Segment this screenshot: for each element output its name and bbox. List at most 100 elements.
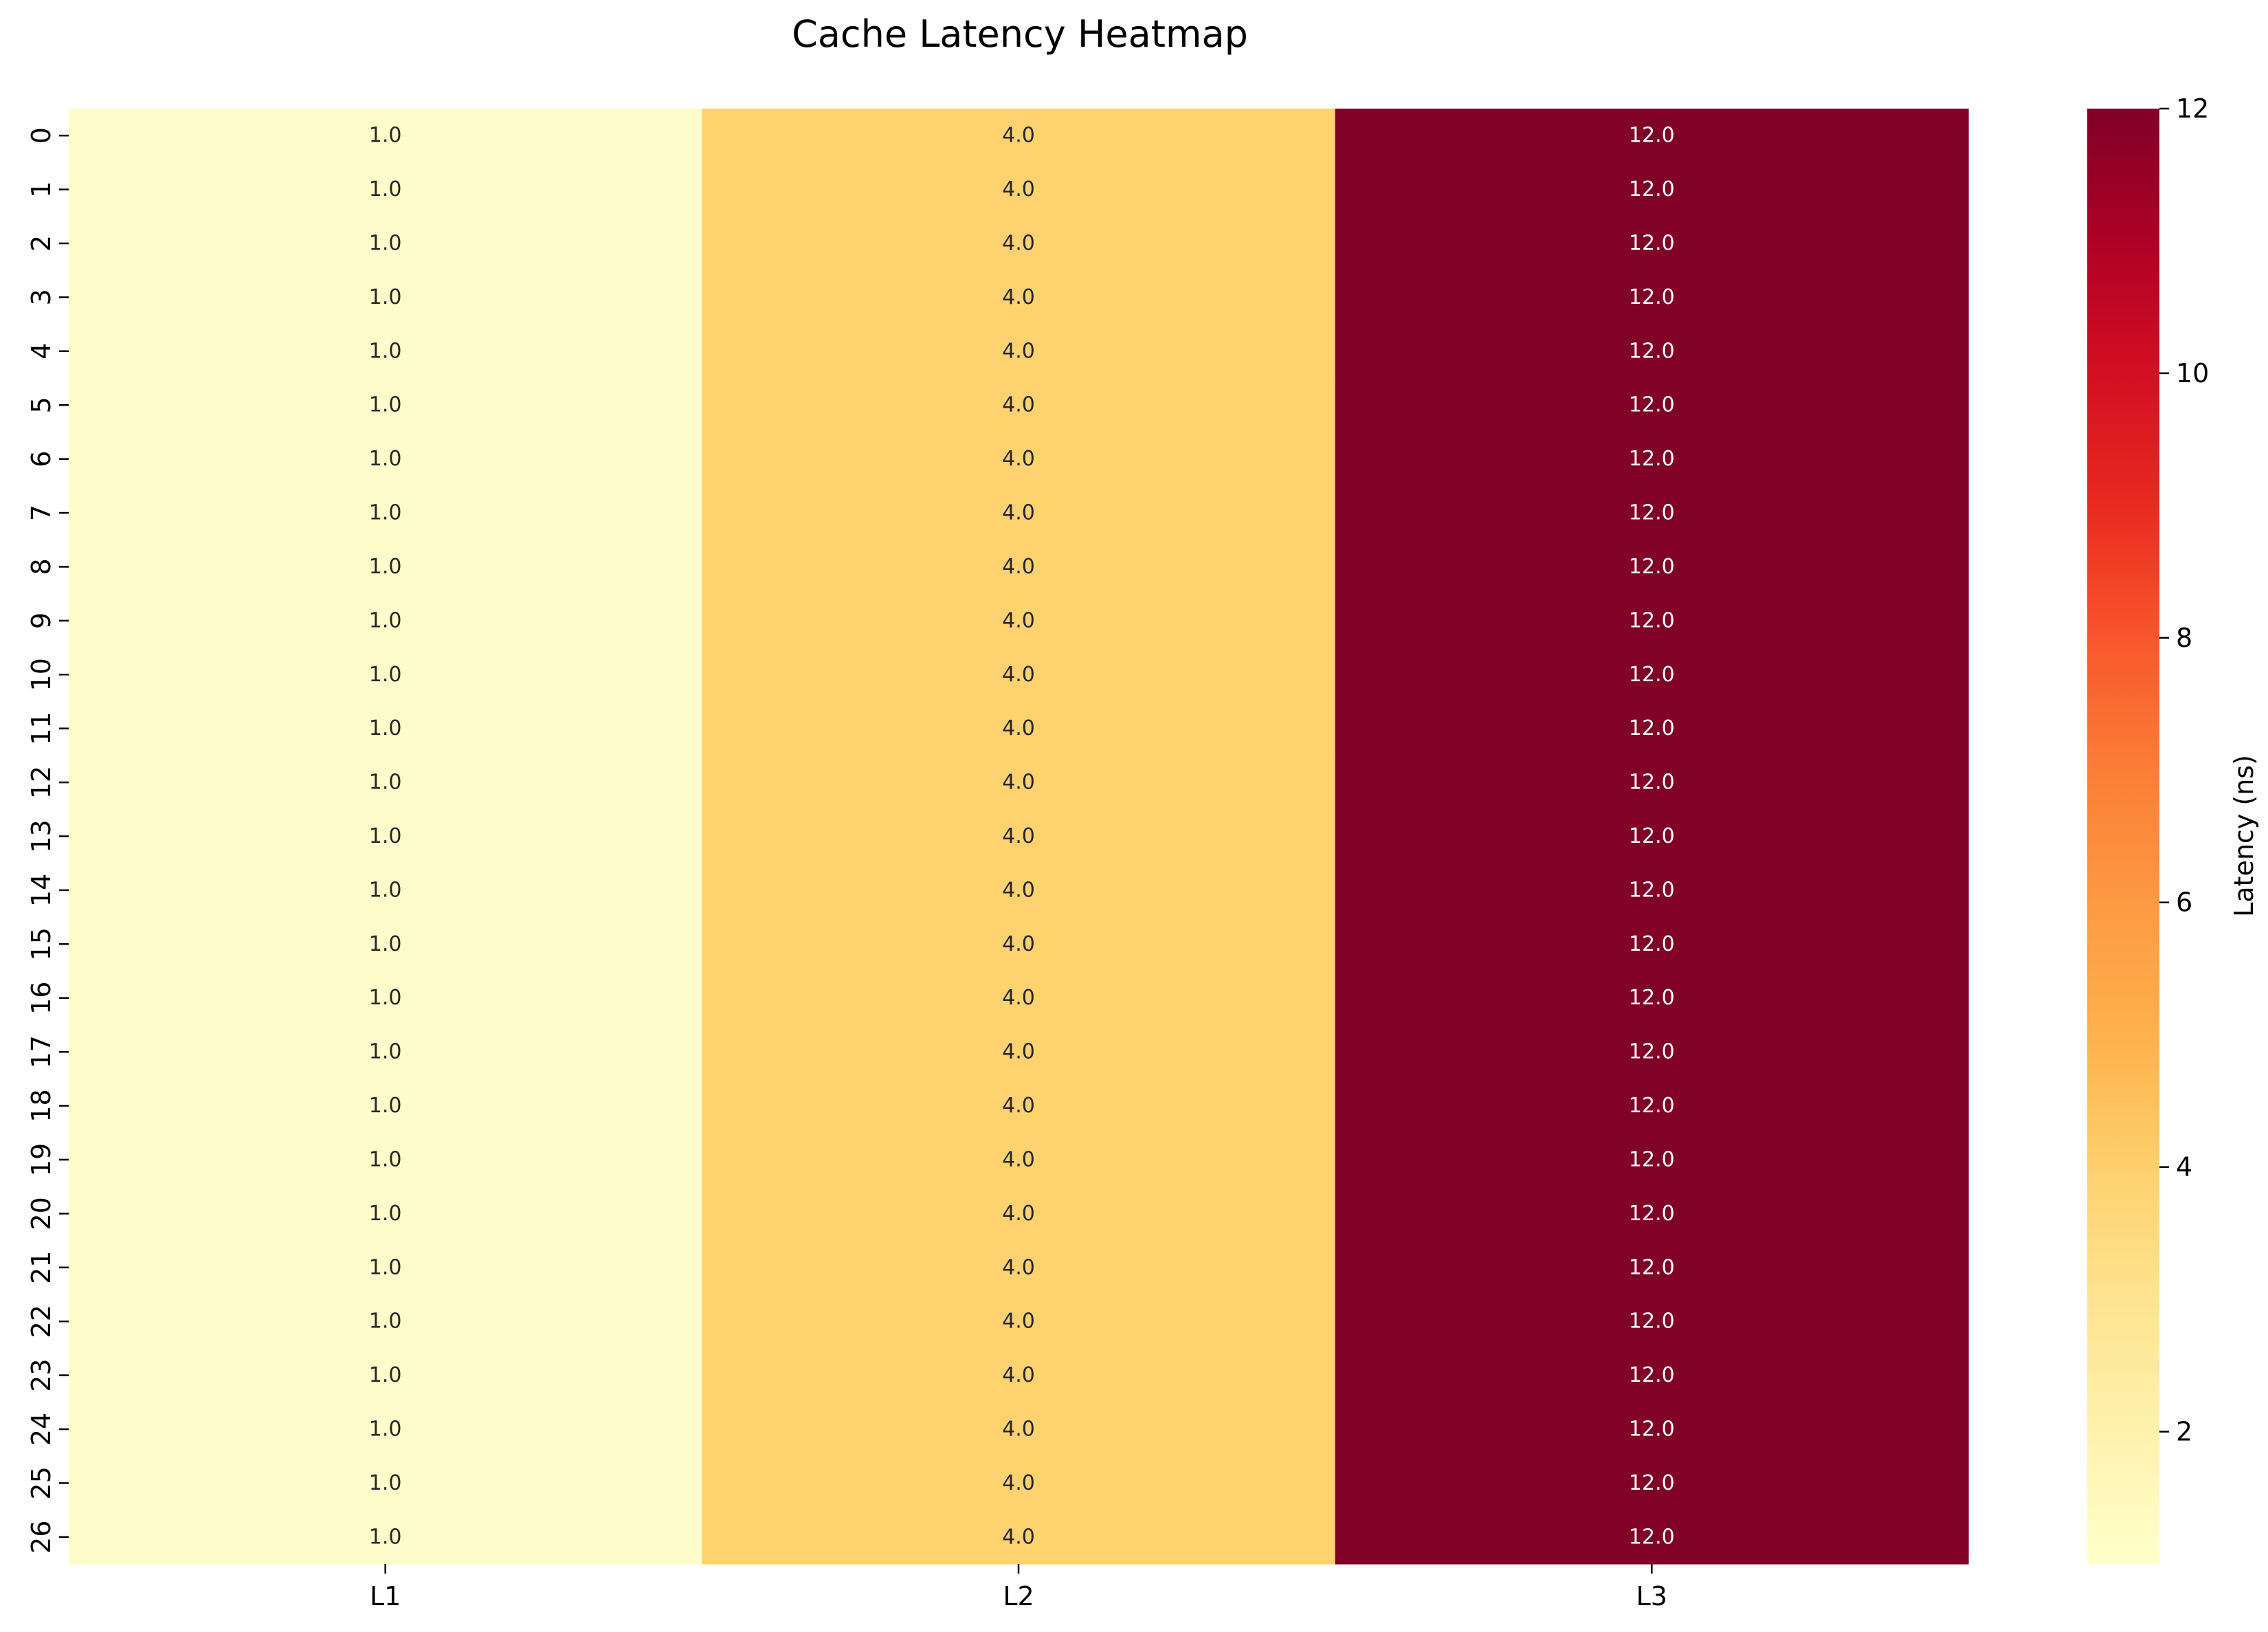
y-tick-label: 24 (26, 1413, 56, 1446)
heatmap-cell (69, 432, 702, 487)
colorbar-tick-label: 4 (2176, 1152, 2192, 1182)
heatmap-cell (1335, 971, 1969, 1026)
y-tick-label: 17 (26, 1035, 56, 1068)
cell-annotation: 1.0 (369, 986, 402, 1010)
heatmap-cell (1335, 1510, 1969, 1565)
heatmap-cell (69, 1510, 702, 1565)
colorbar-ticks: 2 4 6 8 10 12 (2159, 93, 2209, 1447)
heatmap-cell (69, 1079, 702, 1134)
cell-annotation: 1.0 (369, 1147, 402, 1171)
heatmap-cell (702, 1240, 1336, 1295)
heatmap-cell (702, 540, 1336, 595)
heatmap-cell (1335, 1294, 1969, 1349)
heatmap-cell (702, 1187, 1336, 1242)
cell-annotation: 12.0 (1629, 124, 1675, 148)
cell-annotation: 4.0 (1002, 555, 1035, 579)
cell-annotation: 4.0 (1002, 771, 1035, 795)
heatmap-cells (69, 109, 1969, 1565)
colorbar: 2 4 6 8 10 12 Latency (ns) (2087, 93, 2259, 1564)
cell-annotation: 12.0 (1629, 393, 1675, 417)
cell-annotation: 1.0 (369, 124, 402, 148)
x-tick-label: L1 (370, 1581, 401, 1611)
y-axis: 0123456789101112131415161718192021222324… (26, 127, 69, 1554)
heatmap-cell (1335, 1240, 1969, 1295)
cell-annotation: 12.0 (1629, 1471, 1675, 1495)
heatmap-cell (1335, 863, 1969, 918)
heatmap-cell (69, 109, 702, 164)
heatmap-cell (69, 1132, 702, 1187)
cell-annotation: 4.0 (1002, 393, 1035, 417)
cell-annotation: 1.0 (369, 771, 402, 795)
cell-annotation: 4.0 (1002, 663, 1035, 687)
cell-annotation: 1.0 (369, 447, 402, 471)
heatmap-cell (702, 648, 1336, 703)
cell-annotation: 4.0 (1002, 1310, 1035, 1334)
heatmap-cell (1335, 1079, 1969, 1134)
heatmap-cell (69, 755, 702, 810)
y-tick-label: 2 (26, 235, 56, 252)
heatmap-cell (1335, 324, 1969, 379)
cell-annotation: 12.0 (1629, 555, 1675, 579)
y-tick-label: 7 (26, 505, 56, 521)
colorbar-tick-label: 6 (2176, 887, 2192, 918)
heatmap-cell (702, 109, 1336, 164)
heatmap-cell (69, 917, 702, 972)
cell-annotation: 12.0 (1629, 716, 1675, 740)
cell-annotation: 1.0 (369, 1202, 402, 1226)
heatmap-cell (69, 1240, 702, 1295)
cell-annotation: 4.0 (1002, 716, 1035, 740)
cell-annotation: 4.0 (1002, 1417, 1035, 1441)
heatmap-cell (1335, 1187, 1969, 1242)
heatmap-cell (1335, 917, 1969, 972)
heatmap-cell (702, 1456, 1336, 1511)
heatmap-cell (702, 917, 1336, 972)
cell-annotation: 1.0 (369, 1310, 402, 1334)
y-tick-label: 5 (26, 397, 56, 413)
cell-annotation: 12.0 (1629, 447, 1675, 471)
cell-annotation: 12.0 (1629, 824, 1675, 848)
y-tick-label: 20 (26, 1197, 56, 1230)
heatmap-cell (702, 1510, 1336, 1565)
cell-annotation: 1.0 (369, 1417, 402, 1441)
heatmap-cell (69, 216, 702, 271)
heatmap-cell (1335, 593, 1969, 648)
y-tick-label: 21 (26, 1251, 56, 1284)
cell-annotation: 12.0 (1629, 1255, 1675, 1279)
cell-annotation: 12.0 (1629, 232, 1675, 256)
cell-annotation: 1.0 (369, 663, 402, 687)
y-tick-label: 1 (26, 181, 56, 198)
heatmap-cell (69, 593, 702, 648)
y-tick-label: 9 (26, 613, 56, 629)
heatmap-cell (1335, 432, 1969, 487)
heatmap-cell (69, 1024, 702, 1079)
y-tick-label: 10 (26, 658, 56, 691)
cell-annotation: 12.0 (1629, 1094, 1675, 1118)
heatmap-cell (69, 162, 702, 217)
cell-annotation: 1.0 (369, 285, 402, 309)
heatmap-cell (1335, 648, 1969, 703)
heatmap-cell (702, 1402, 1336, 1457)
cell-annotation: 12.0 (1629, 771, 1675, 795)
heatmap-cell (69, 540, 702, 595)
cell-annotation: 4.0 (1002, 986, 1035, 1010)
heatmap-cell (702, 755, 1336, 810)
heatmap-cell (702, 971, 1336, 1026)
y-tick-label: 25 (26, 1466, 56, 1499)
heatmap-cell (702, 378, 1336, 433)
cell-annotation: 12.0 (1629, 1417, 1675, 1441)
heatmap-cell (1335, 540, 1969, 595)
heatmap-cell (702, 324, 1336, 379)
y-tick-label: 16 (26, 982, 56, 1015)
heatmap-cell (69, 863, 702, 918)
cell-annotation: 4.0 (1002, 1040, 1035, 1064)
y-tick-label: 22 (26, 1305, 56, 1338)
y-tick-label: 11 (26, 712, 56, 745)
cell-annotation: 4.0 (1002, 447, 1035, 471)
heatmap-cell (69, 1187, 702, 1242)
cell-annotation: 12.0 (1629, 501, 1675, 525)
cell-annotation: 12.0 (1629, 878, 1675, 902)
heatmap-cell (1335, 1402, 1969, 1457)
cell-annotation: 1.0 (369, 1525, 402, 1549)
cell-annotation: 1.0 (369, 878, 402, 902)
cell-annotation: 4.0 (1002, 232, 1035, 256)
